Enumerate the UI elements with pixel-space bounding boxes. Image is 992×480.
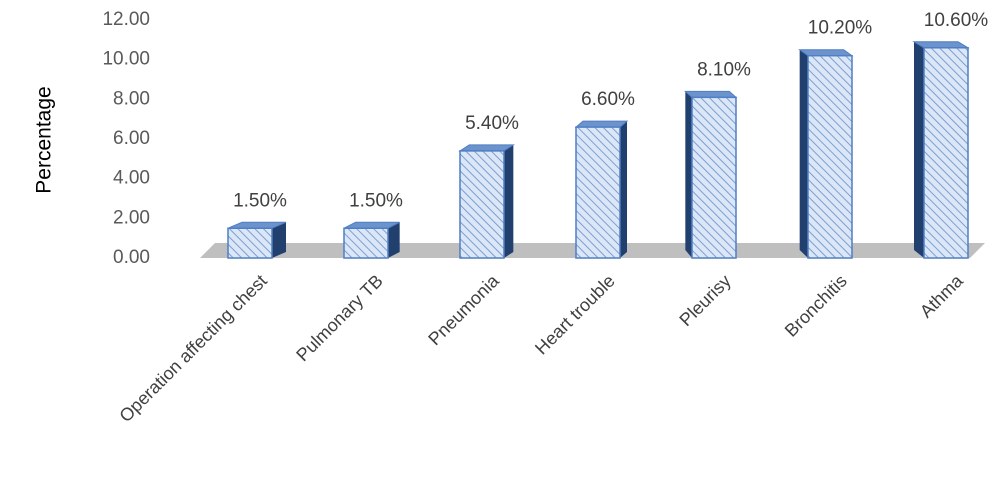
y-axis-label: Percentage: [33, 86, 56, 193]
y-tick-label: 4.00: [113, 168, 150, 189]
data-label: 5.40%: [465, 113, 519, 134]
category-label: Pulmonary TB: [292, 271, 387, 366]
category-label: Pneumonia: [424, 270, 503, 349]
data-label: 6.60%: [581, 89, 635, 110]
category-label: Heart trouble: [531, 271, 619, 359]
bar-top: [684, 90, 738, 98]
bar: [227, 221, 287, 259]
bar-side: [620, 121, 627, 258]
bar: [574, 120, 629, 259]
data-label: 8.10%: [697, 59, 751, 80]
y-tick-label: 0.00: [113, 247, 150, 268]
bar-side: [388, 222, 400, 258]
category-labels-group: Operation affecting chest Pulmonary TB Pne…: [115, 270, 967, 426]
bar-top: [574, 120, 629, 128]
category-label: Athma: [916, 270, 968, 322]
y-tick-label: 8.00: [113, 88, 150, 109]
y-axis-ticks: 0.00 2.00 4.00 6.00 8.00 10.00 12.00: [102, 9, 150, 268]
data-label: 10.20%: [808, 18, 873, 39]
bar: [343, 221, 400, 259]
bar-top: [798, 49, 854, 57]
bar-front: [691, 96, 737, 259]
bar-top: [458, 144, 516, 152]
category-label: Operation affecting chest: [115, 271, 270, 426]
bar-side: [685, 91, 692, 258]
bar-side: [272, 222, 286, 258]
bar: [912, 41, 970, 259]
y-tick-label: 2.00: [113, 207, 150, 228]
bar: [684, 90, 738, 259]
bar-side: [504, 144, 514, 258]
data-labels-group: 1.50% 1.50% 5.40% 6.60% 8.10% 10.20% 10.60%: [233, 10, 988, 211]
data-label: 1.50%: [349, 190, 403, 211]
bar-front: [227, 227, 273, 259]
bar-side: [799, 49, 808, 259]
bar-front: [343, 227, 389, 259]
data-label: 1.50%: [233, 190, 287, 211]
bar-top: [912, 41, 970, 49]
y-tick-label: 6.00: [113, 128, 150, 149]
bar: [798, 49, 854, 259]
category-label: Pleurisy: [675, 271, 734, 330]
category-label: Bronchitis: [781, 271, 851, 341]
y-tick-label: 10.00: [102, 49, 150, 70]
bar-front: [575, 126, 621, 259]
y-tick-label: 12.00: [102, 9, 150, 30]
bar: [458, 144, 516, 259]
bar-front: [459, 150, 505, 259]
bar-front: [807, 54, 853, 259]
data-label: 10.60%: [924, 10, 989, 31]
bar-front: [923, 47, 969, 259]
bars-group: [227, 41, 970, 259]
bar-side: [914, 41, 924, 259]
